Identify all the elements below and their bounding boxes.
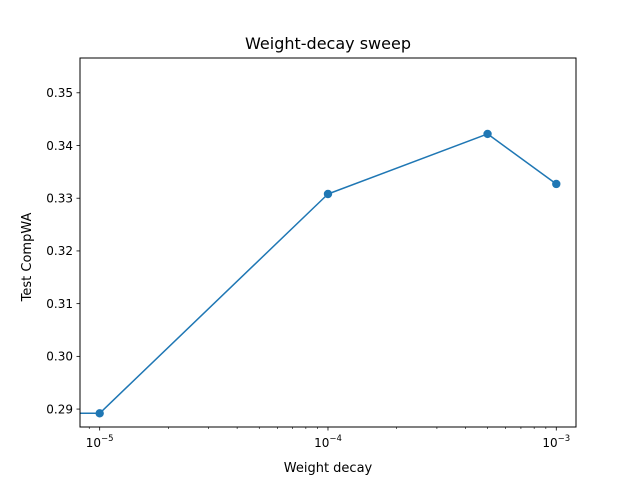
data-point [323,189,333,199]
y-tick-label: 0.34 [46,139,73,153]
y-tick-label: 0.31 [46,297,73,311]
plot-frame [79,57,577,428]
y-tick-label: 0.29 [46,402,73,416]
x-axis-label: Weight decay [284,461,373,476]
data-point [552,179,561,189]
data-point [95,409,104,418]
data-point [483,129,492,139]
plot-area [80,129,561,418]
y-tick-label: 0.33 [46,192,73,206]
chart-title: Weight-decay sweep [245,34,411,53]
y-tick-label: 0.30 [46,350,73,364]
x-tick-label: 10−5 [86,434,114,450]
series-line-0 [80,133,557,415]
x-tick-label: 10−3 [542,434,570,450]
x-tick-label: 10−4 [314,434,342,450]
y-tick-label: 0.32 [46,244,73,258]
axis-ticks: 0.29 0.30 0.31 0.32 0.33 0.34 0.35 10−5 10−4 10−3 [46,86,570,450]
y-axis-label: Test CompWA [20,213,35,303]
y-tick-label: 0.35 [46,86,73,100]
